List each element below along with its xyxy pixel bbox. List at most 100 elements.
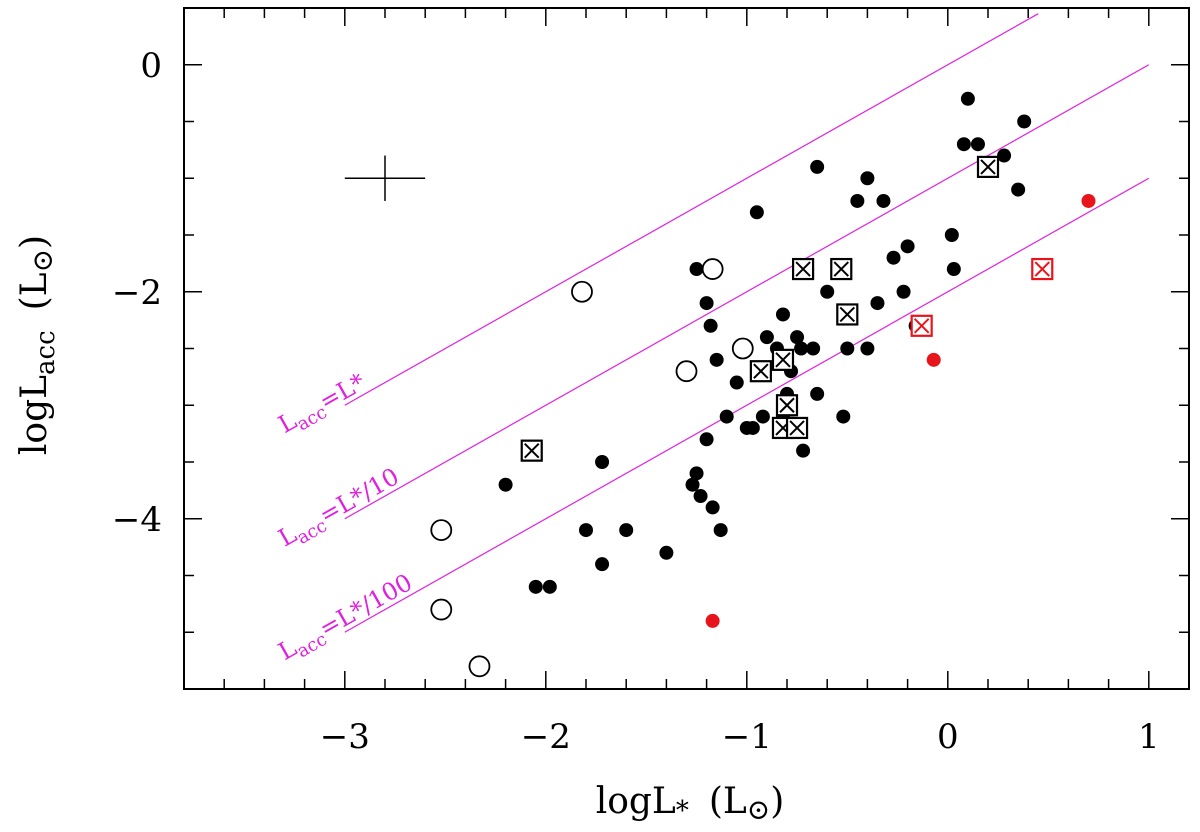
data-point [699,432,714,447]
data-point [705,613,720,628]
data-point-boxed-x [775,394,799,417]
data-point [820,284,835,299]
data-point [689,466,704,481]
data-point [806,341,821,356]
data-point [900,239,915,254]
data-point [689,262,704,277]
data-point [719,409,734,424]
marker-x-stroke [524,442,540,459]
data-point [1081,193,1096,208]
data-point [729,375,744,390]
data-points [430,91,1096,678]
data-point [713,523,728,538]
x-tick-label: 1 [1138,717,1160,757]
plot-frame [183,7,1190,690]
data-point-open [430,598,453,621]
x-tick-label: −2 [521,717,571,757]
data-point [619,523,634,538]
data-point-open [571,280,593,303]
data-point [926,352,941,367]
data-point-boxed-x [520,439,543,462]
marker-x-stroke [833,261,849,277]
data-point [836,409,851,424]
marker-x-stroke [980,159,996,175]
data-point [896,284,911,299]
data-point [749,205,764,220]
data-point [886,250,901,265]
data-point-boxed-x [1031,257,1054,281]
data-point [685,477,700,492]
data-point-boxed-x [976,155,1000,178]
data-point-boxed-x [830,257,853,281]
y-tick-label: 0 [140,46,162,86]
data-point [1017,114,1032,129]
data-point-boxed-x [771,348,795,371]
data-point-open [468,655,491,678]
reference-line [344,177,1150,633]
marker-x-stroke [913,318,930,334]
data-point [796,443,811,458]
data-point [970,137,985,152]
data-point [956,137,971,152]
reference-line-label: Lacc=L*/10 [274,462,406,556]
data-point [595,557,610,572]
data-point [860,171,875,186]
data-point-open [675,360,698,383]
reference-lines [344,13,1150,633]
data-point [870,296,885,311]
data-point [755,409,770,424]
data-point [997,148,1012,163]
data-point [579,523,593,538]
x-tick-label: −1 [722,717,772,757]
reference-line [344,13,1039,406]
marker-x-stroke [1034,261,1050,277]
data-point [946,262,961,277]
marker-x-stroke [753,363,769,379]
x-tick-label: 0 [937,717,959,757]
error-bar [344,155,426,201]
data-point [810,159,825,174]
data-point-boxed-x [791,257,815,281]
reference-line-label: Lacc=L*/100 [274,568,420,670]
data-point [498,477,513,492]
data-point [739,420,754,435]
marker-x-stroke [839,306,856,323]
data-point [759,330,774,345]
data-point [705,500,720,515]
data-point [790,330,805,345]
axis-tick-labels: −3 −2 −1 0 1 0 −2 −4 [112,46,1160,757]
marker-x-stroke [775,352,791,368]
data-point-boxed-x [785,416,809,440]
data-point [699,296,714,311]
reference-line-labels: Lacc=L* Lacc=L*/10 Lacc=L*/100 [274,368,420,670]
data-point [960,91,975,106]
data-point-open [701,258,724,280]
data-point [1011,182,1026,197]
data-point [693,489,708,504]
data-point [703,318,718,333]
marker-x-stroke [789,420,805,436]
data-point [840,341,855,356]
data-point-open [731,337,754,360]
data-point [810,386,825,401]
data-point [542,579,557,594]
reference-line-label: Lacc=L* [274,368,373,443]
data-point [944,228,959,242]
data-point [595,455,610,469]
marker-x-stroke [795,261,811,277]
data-point [709,352,724,367]
data-point [775,307,790,322]
data-point-open [430,519,453,541]
data-point [659,545,674,560]
data-point [794,341,809,356]
axis-ticks [183,7,1190,690]
data-point [850,193,865,208]
data-point-boxed-x [749,360,772,383]
data-point [860,341,875,356]
y-axis-label: logLacc(L⊙) [14,235,61,455]
data-point-boxed-x [836,303,859,326]
x-axis-label: logL* (L⊙) [596,781,785,826]
data-point-boxed-x [910,314,933,337]
x-tick-label: −3 [320,717,370,757]
